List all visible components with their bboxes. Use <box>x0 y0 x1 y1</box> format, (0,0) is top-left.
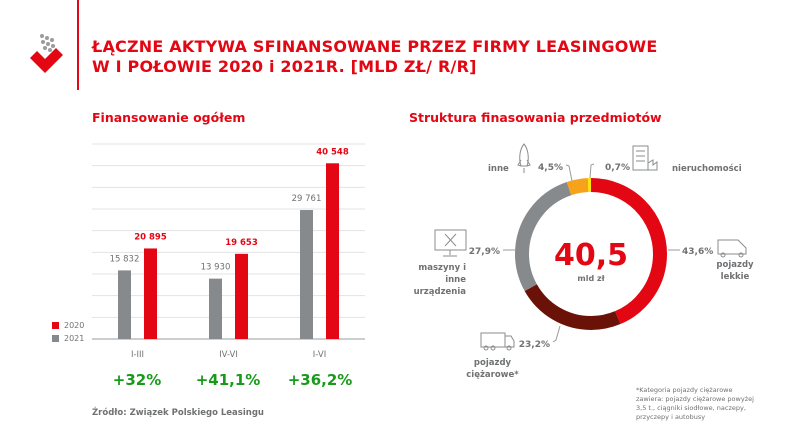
legend-item-2020: 2020 <box>52 319 84 332</box>
slice-pct-heavy: 23,2% <box>519 340 550 350</box>
footnote-line: *Kategoria pojazdy ciężarowe <box>636 386 733 394</box>
leader-line <box>589 163 595 179</box>
footnote-line: 3,5 t., ciągniki siodłowe, naczepy, <box>636 404 746 412</box>
bar-2020-IV-VI <box>235 253 248 339</box>
monitor-tools-icon <box>434 229 467 257</box>
header-divider <box>77 0 79 90</box>
bar-chart: 15 832 20 895 I-III 13 930 19 653 IV-VI 29 761… <box>92 143 365 360</box>
slice-label-realestate: nieruchomości <box>672 164 742 174</box>
data-label: 19 653 <box>225 238 258 248</box>
source-text: Źródło: Związek Polskiego Leasingu <box>92 408 264 418</box>
slice-pct-machines: 27,9% <box>469 247 500 257</box>
donut-center-unit: mld zł <box>577 274 605 283</box>
donut-slice-maszyny-i-inne-urz-dzenia <box>515 178 667 330</box>
growth-i-vi: +36,2% <box>287 371 353 389</box>
legend-label: 2020 <box>64 321 85 330</box>
legend-swatch <box>52 335 59 342</box>
legend-item-2021: 2021 <box>52 332 84 345</box>
slice-label-other: inne <box>488 164 509 174</box>
growth-iv-vi: +41,1% <box>195 371 261 389</box>
donut-slice-nieruchomo-ci <box>515 178 667 330</box>
footnote-line: przyczepy i autobusy <box>636 413 706 421</box>
legend-swatch <box>52 322 59 329</box>
van-icon <box>717 239 747 258</box>
x-tick-label: I-III <box>131 350 144 360</box>
slice-pct-other: 4,5% <box>538 163 563 173</box>
data-label: 13 930 <box>201 263 231 273</box>
truck-icon <box>480 332 515 351</box>
bar-2020-I-III <box>144 248 157 339</box>
slice-label-heavy: pojazdy ciężarowe* <box>466 358 519 380</box>
data-label: 15 832 <box>110 254 140 264</box>
data-label: 40 548 <box>316 147 349 157</box>
logo-icon <box>30 34 63 73</box>
legend: 2020 2021 <box>52 319 84 345</box>
leader-line <box>565 164 573 182</box>
page-title: ŁĄCZNE AKTYWA SFINANSOWANE PRZEZ FIRMY L… <box>92 37 657 77</box>
data-label: 20 895 <box>134 232 167 242</box>
leader-line <box>552 325 561 343</box>
bar-2020-I-VI <box>326 163 339 339</box>
footnote: *Kategoria pojazdy ciężarowe zawiera: po… <box>636 386 754 422</box>
donut-chart-title: Struktura finasowania przedmiotów <box>409 110 662 125</box>
rocket-icon <box>517 143 531 173</box>
legend-label: 2021 <box>64 334 85 343</box>
slice-label-light: pojazdy lekkie <box>716 260 754 282</box>
title-line-1: ŁĄCZNE AKTYWA SFINANSOWANE PRZEZ FIRMY L… <box>92 37 658 56</box>
slice-label-machines: maszyny i inne urządzenia <box>413 263 466 297</box>
footnote-line: zawiera: pojazdy ciężarowe powyżej <box>636 395 754 403</box>
bar-2021-IV-VI <box>209 278 222 339</box>
slice-pct-realestate: 0,7% <box>605 163 630 173</box>
donut-ring <box>515 178 667 330</box>
data-label: 29 761 <box>292 194 322 204</box>
building-icon <box>632 145 658 171</box>
bar-2021-I-III <box>118 270 131 339</box>
bar-2021-I-VI <box>300 210 313 339</box>
donut-slice-pojazdy-ci-arowe- <box>515 178 667 330</box>
slice-pct-light: 43,6% <box>682 247 713 257</box>
bar-chart-title: Finansowanie ogółem <box>92 110 246 125</box>
x-tick-label: IV-VI <box>219 350 238 360</box>
growth-i-iii: +32% <box>112 371 162 389</box>
donut-center-value: 40,5 <box>554 238 628 273</box>
title-line-2: W I POŁOWIE 2020 i 2021R. [MLD ZŁ/ R/R] <box>92 57 477 76</box>
x-tick-label: I-VI <box>313 350 326 360</box>
